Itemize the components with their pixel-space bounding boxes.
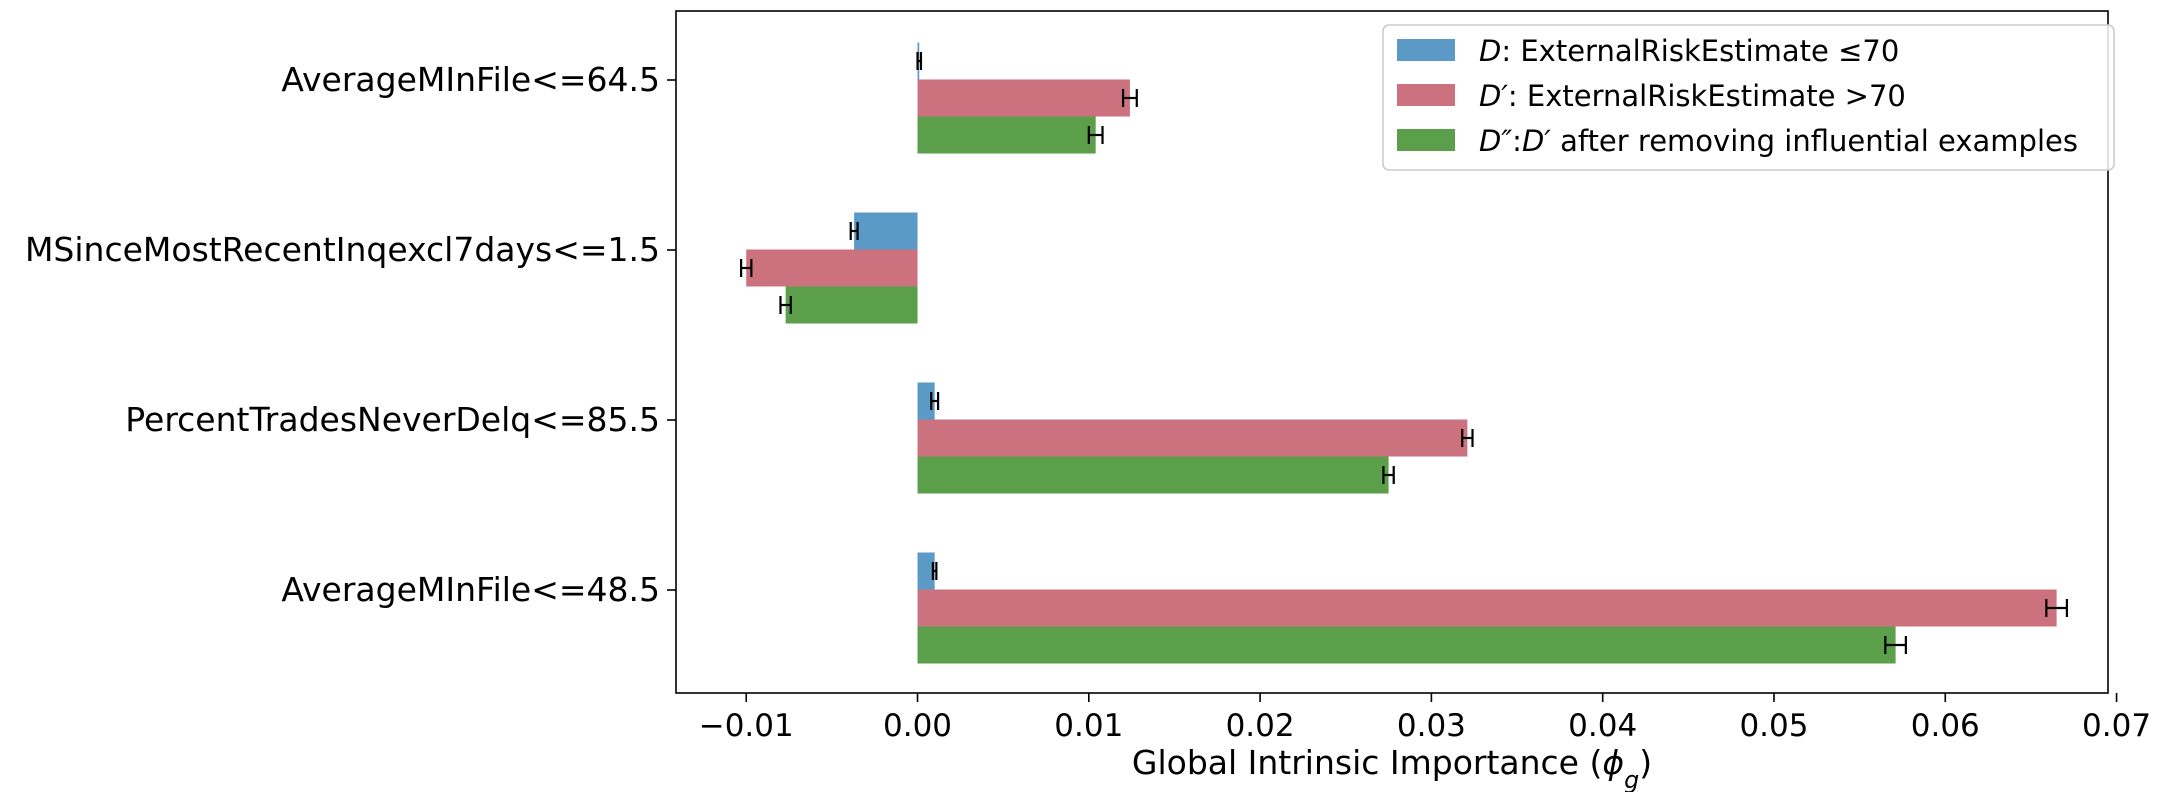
error-bar [849, 222, 859, 240]
legend-item: D′: ExternalRiskEstimate >70 [1397, 79, 1906, 113]
text-part: ) [1639, 743, 1652, 782]
text-part: D′ [1479, 79, 1508, 113]
text-part: : [1512, 124, 1522, 158]
error-bars-layer [739, 52, 2068, 654]
text-part: D″ [1479, 124, 1512, 158]
x-axis: −0.01 0.00 0.01 0.02 0.03 0.04 0.05 0.06 0.07 [699, 693, 2151, 744]
error-bar [1121, 89, 1138, 107]
y-tick-label: PercentTradesNeverDelq<=85.5 [125, 400, 660, 439]
error-bar [1884, 636, 1907, 654]
y-tick-label: MSinceMostRecentInqexcl7days<=1.5 [25, 230, 660, 269]
bar [917, 116, 1096, 154]
legend-swatch [1397, 39, 1455, 61]
bar [854, 212, 918, 250]
x-tick-label: 0.04 [1568, 708, 1637, 744]
bar [785, 286, 918, 324]
text-part: after removing influential examples [1551, 124, 2078, 158]
x-tick-label: 0.01 [1054, 708, 1123, 744]
legend-frame [1382, 24, 2115, 171]
x-tick-label: 0.00 [883, 708, 952, 744]
error-bar [1382, 466, 1395, 484]
x-tick-label: 0.03 [1397, 708, 1466, 744]
text-part: : ExternalRiskEstimate >70 [1508, 79, 1906, 113]
error-bar [930, 392, 940, 410]
text-part: D′ [1522, 124, 1551, 158]
text-part: Global Intrinsic Importance ( [1132, 743, 1602, 782]
y-axis: AverageMInFile<=64.5 MSinceMostRecentInqe… [25, 60, 676, 609]
legend-swatch [1397, 84, 1455, 106]
x-axis-title: Global Intrinsic Importance (ϕg) [1132, 743, 1652, 792]
legend-label: D: ExternalRiskEstimate ≤70 [1479, 34, 1899, 68]
legend: D: ExternalRiskEstimate ≤70D′: ExternalR… [1382, 24, 2115, 171]
plot-frame [675, 10, 2109, 694]
y-tick-label: AverageMInFile<=48.5 [281, 570, 660, 609]
error-bar [931, 562, 938, 580]
bars-layer [746, 42, 2057, 664]
x-tick-label: 0.06 [1911, 708, 1980, 744]
bar [917, 419, 1468, 457]
error-bar [1461, 429, 1474, 447]
error-bar [916, 52, 923, 70]
bar [917, 552, 935, 590]
bar [917, 456, 1389, 494]
bar [917, 589, 2057, 627]
y-tick-label: AverageMInFile<=64.5 [281, 60, 660, 99]
legend-item: D: ExternalRiskEstimate ≤70 [1397, 34, 1899, 68]
bar [746, 249, 918, 287]
text-part: D [1479, 34, 1501, 68]
bar [917, 626, 1896, 664]
legend-item: D″:D′ after removing influential example… [1397, 124, 2078, 158]
x-tick-label: −0.01 [699, 708, 794, 744]
text-part: ϕ [1602, 743, 1624, 782]
x-tick-label: 0.07 [2082, 708, 2151, 744]
text-part: : ExternalRiskEstimate ≤70 [1501, 34, 1899, 68]
error-bar [739, 259, 753, 277]
legend-label: D″:D′ after removing influential example… [1479, 124, 2078, 158]
legend-label: D′: ExternalRiskEstimate >70 [1479, 79, 1906, 113]
x-tick-label: 0.02 [1226, 708, 1295, 744]
error-bar [779, 296, 792, 314]
error-bar [1087, 126, 1104, 144]
text-part: g [1624, 766, 1639, 792]
error-bar [2045, 599, 2068, 617]
bar [917, 382, 935, 420]
bar [917, 79, 1130, 117]
x-tick-label: 0.05 [1739, 708, 1808, 744]
legend-swatch [1397, 129, 1455, 151]
